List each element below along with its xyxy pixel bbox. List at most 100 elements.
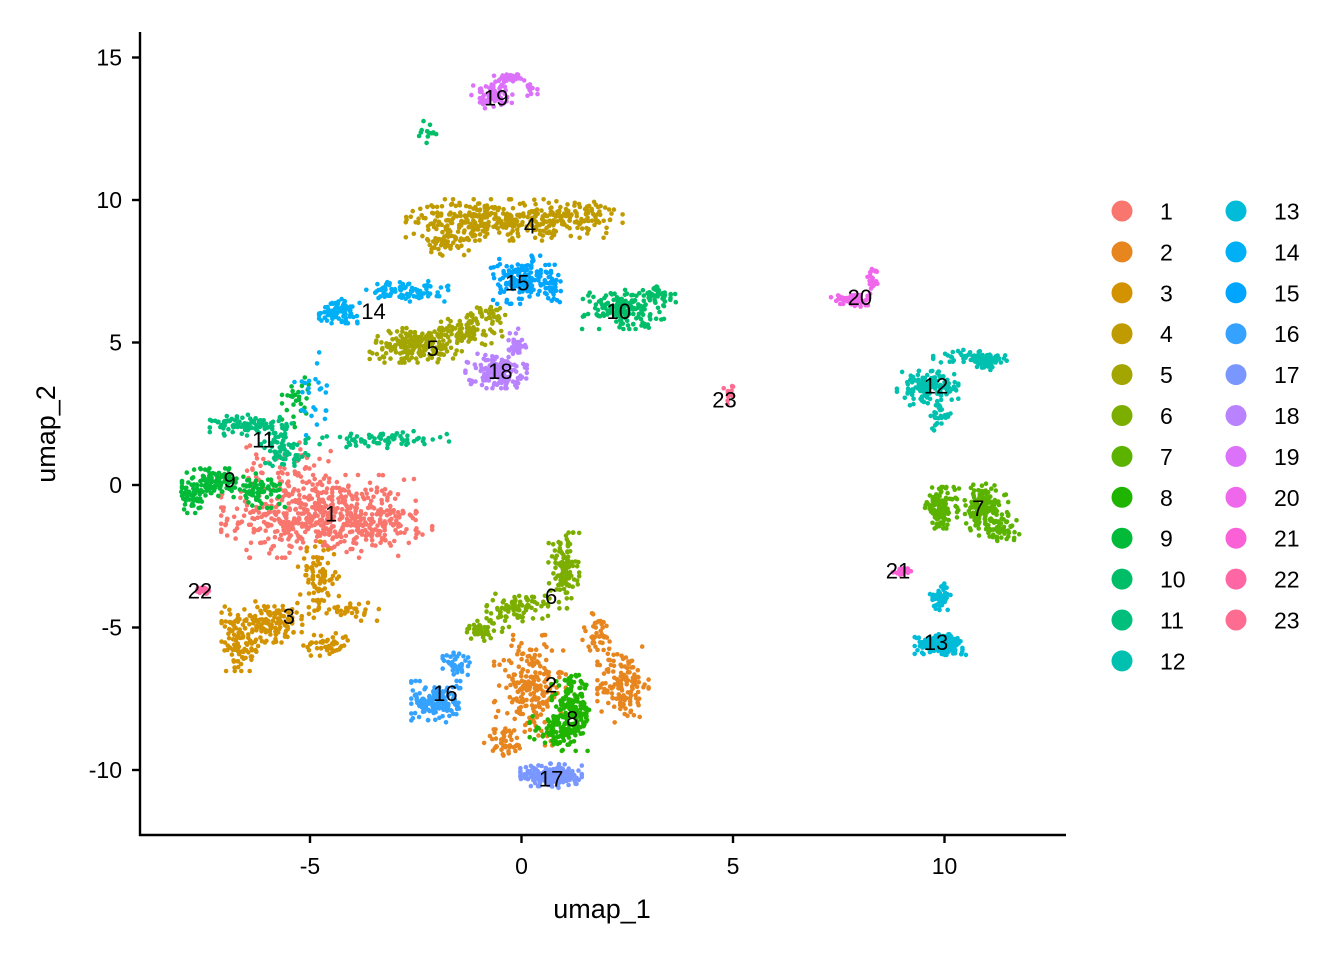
legend-label: 9 — [1160, 526, 1173, 552]
cluster-14-points — [292, 278, 451, 438]
legend-label: 1 — [1160, 199, 1173, 225]
cluster-label-5: 5 — [427, 336, 439, 361]
legend-dot-icon — [1225, 486, 1247, 508]
legend-item-12: 12 — [1111, 648, 1186, 674]
legend-item-2: 2 — [1111, 239, 1173, 265]
legend-label: 19 — [1274, 444, 1300, 470]
cluster-4-points — [403, 197, 625, 258]
legend-dot-icon — [1111, 323, 1133, 345]
legend-item-3: 3 — [1111, 280, 1173, 306]
cluster-8-points — [527, 672, 592, 754]
legend-dot-icon — [1111, 609, 1133, 631]
cluster-label-19: 19 — [484, 85, 508, 110]
cluster-2-points — [481, 611, 651, 758]
legend-item-17: 17 — [1225, 362, 1300, 388]
legend-label: 4 — [1160, 321, 1173, 347]
cluster-9-points — [179, 375, 312, 516]
legend-label: 8 — [1160, 485, 1173, 511]
legend-dot-icon — [1225, 323, 1247, 345]
legend-item-15: 15 — [1225, 280, 1300, 306]
legend-label: 22 — [1274, 567, 1300, 593]
legend-label: 14 — [1274, 239, 1300, 265]
cluster-label-20: 20 — [848, 285, 872, 310]
legend-item-22: 22 — [1225, 567, 1300, 593]
cluster-label-6: 6 — [545, 584, 557, 609]
legend-label: 6 — [1160, 403, 1173, 429]
legend-dot-icon — [1225, 405, 1247, 426]
legend-label: 3 — [1160, 280, 1173, 306]
legend-item-10: 10 — [1111, 567, 1186, 593]
x-tick-label: 5 — [727, 853, 740, 879]
legend-item-11: 11 — [1111, 608, 1184, 634]
cluster-label-15: 15 — [505, 271, 529, 296]
legend-dot-icon — [1111, 445, 1133, 467]
legend-label: 2 — [1160, 239, 1173, 265]
legend-dot-icon — [1225, 364, 1247, 386]
legend-item-1: 1 — [1111, 199, 1173, 225]
cluster-18-points — [463, 326, 530, 391]
y-tick-label: 15 — [96, 45, 122, 71]
cluster-label-1: 1 — [325, 502, 337, 527]
legend-item-20: 20 — [1225, 485, 1300, 511]
legend-item-16: 16 — [1225, 321, 1300, 347]
legend-item-6: 6 — [1111, 403, 1173, 429]
x-tick-label: 0 — [515, 853, 528, 879]
cluster-7-points — [922, 481, 1022, 544]
legend-label: 11 — [1160, 608, 1184, 634]
legend-item-18: 18 — [1225, 403, 1300, 429]
legend-label: 12 — [1160, 648, 1186, 674]
legend-label: 16 — [1274, 321, 1300, 347]
cluster-5-points — [367, 304, 508, 365]
legend-dot-icon — [1111, 650, 1133, 672]
legend-label: 10 — [1160, 567, 1186, 593]
y-tick-label: -5 — [102, 615, 122, 641]
legend-item-14: 14 — [1225, 239, 1300, 265]
legend-item-13: 13 — [1225, 199, 1300, 225]
legend-dot-icon — [1111, 527, 1133, 549]
legend-dot-icon — [1111, 282, 1133, 304]
legend-item-5: 5 — [1111, 362, 1173, 388]
legend-dot-icon — [1111, 200, 1133, 222]
cluster-20-points — [828, 266, 880, 309]
legend-item-7: 7 — [1111, 444, 1173, 470]
legend-item-19: 19 — [1225, 444, 1300, 470]
legend-label: 21 — [1274, 526, 1300, 552]
cluster-3-points — [219, 539, 382, 674]
scatter-points — [179, 72, 1022, 791]
cluster-label-17: 17 — [539, 767, 563, 792]
legend-dot-icon — [1225, 609, 1247, 631]
legend-label: 7 — [1160, 444, 1173, 470]
y-axis-title: umap_2 — [31, 385, 61, 483]
legend-item-4: 4 — [1111, 321, 1173, 347]
cluster-15-points — [488, 253, 564, 307]
legend-item-23: 23 — [1225, 608, 1300, 634]
cluster-label-12: 12 — [924, 373, 948, 398]
legend-label: 23 — [1274, 608, 1300, 634]
cluster-label-7: 7 — [972, 496, 984, 521]
y-tick-label: 10 — [96, 187, 122, 213]
legend-dot-icon — [1225, 282, 1247, 304]
cluster-label-13: 13 — [924, 630, 948, 655]
y-axis-ticks: -10 -5 0 5 10 15 — [89, 45, 140, 783]
cluster-19-points — [469, 72, 540, 111]
legend-dot-icon — [1111, 241, 1133, 263]
cluster-label-2: 2 — [545, 673, 557, 698]
cluster-label-21: 21 — [886, 559, 910, 584]
legend-dot-icon — [1225, 445, 1247, 467]
cluster-label-16: 16 — [433, 681, 457, 706]
legend-dot-icon — [1225, 241, 1247, 263]
cluster-10-points — [416, 118, 679, 332]
legend-dot-icon — [1111, 364, 1133, 386]
cluster-22-points — [194, 585, 212, 596]
cluster-label-3: 3 — [283, 604, 295, 629]
cluster-label-22: 22 — [188, 579, 212, 604]
legend-item-21: 21 — [1225, 526, 1300, 552]
legend-label: 5 — [1160, 362, 1173, 388]
cluster-12-points — [894, 347, 1009, 433]
legend-label: 18 — [1274, 403, 1300, 429]
x-axis-title: umap_1 — [553, 894, 651, 924]
cluster-23-points — [721, 383, 736, 407]
cluster-label-4: 4 — [524, 214, 536, 239]
cluster-6-points — [464, 530, 582, 643]
